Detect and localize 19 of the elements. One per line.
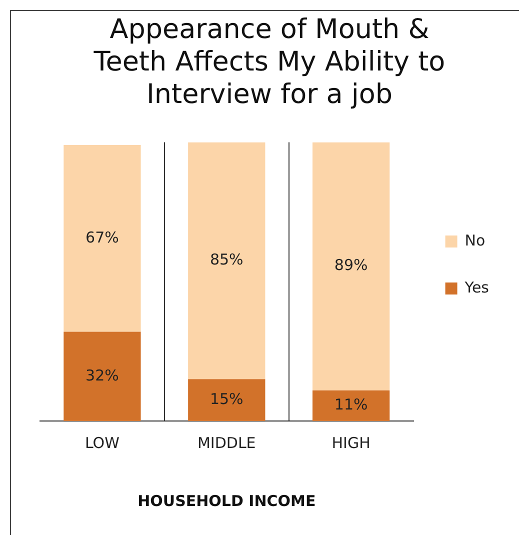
legend-label: Yes <box>464 278 490 296</box>
x-tick-label: LOW <box>84 434 120 452</box>
data-label: 11% <box>334 396 368 414</box>
data-label: 67% <box>86 228 119 246</box>
x-tick-label: MIDDLE <box>197 434 256 452</box>
data-label: 15% <box>210 390 244 408</box>
bar <box>188 379 266 421</box>
bar <box>188 142 266 380</box>
bar <box>312 390 390 421</box>
data-label: 89% <box>334 256 368 274</box>
bar <box>64 332 141 421</box>
data-label: 85% <box>210 250 244 269</box>
data-label: 32% <box>86 366 119 384</box>
chart-title: Appearance of Mouth & Teeth Affects My Ability to Interview for a job <box>92 14 446 110</box>
legend-label: No <box>464 231 486 250</box>
bar <box>312 142 390 390</box>
x-axis-title: HOUSEHOLD INCOME <box>138 492 316 510</box>
bar <box>64 144 141 332</box>
x-tick-label: HIGH <box>332 434 370 452</box>
